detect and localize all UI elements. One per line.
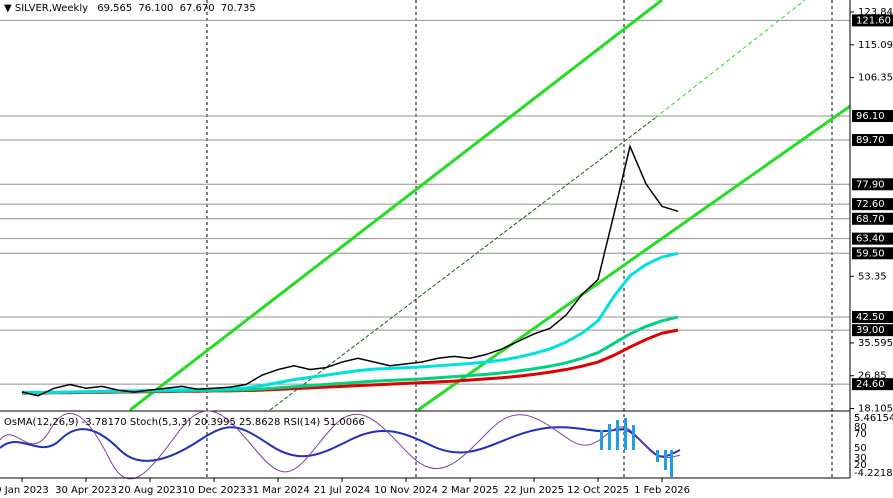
level-label: 68.70	[856, 214, 885, 225]
channel-line	[129, 0, 663, 412]
open: 69.565	[97, 3, 132, 14]
close: 70.735	[221, 3, 256, 14]
x-tick-label: 1 Feb 2026	[634, 485, 690, 496]
x-tick-label: 20 Aug 2023	[118, 485, 182, 496]
x-tick-label: 10 Nov 2024	[374, 485, 438, 496]
moving-average	[22, 251, 679, 395]
channel-line	[417, 74, 893, 412]
level-label: 39.00	[856, 325, 885, 336]
level-label: 96.10	[856, 111, 885, 122]
level-box	[852, 212, 893, 225]
level-box	[852, 247, 893, 260]
level-label: 121.60	[856, 15, 891, 26]
oscillator	[0, 410, 681, 480]
channel-mid-ext	[654, 0, 806, 119]
x-tick-label: 9 Jan 2023	[0, 485, 49, 496]
indicator-label: 80	[854, 422, 867, 433]
x-tick-label: 2 Mar 2025	[441, 485, 498, 496]
low: 67.670	[180, 3, 215, 14]
level-label: 72.60	[856, 199, 885, 210]
indicator-label: 50	[854, 443, 867, 454]
indicator-label: 20	[854, 460, 867, 471]
osma-bar	[664, 450, 667, 470]
level-box	[852, 14, 893, 27]
y-tick-label: 26.85	[858, 371, 887, 382]
y-tick-label: 18.105	[858, 404, 893, 415]
high: 76.100	[138, 3, 173, 14]
indicator-label: -4.22186	[854, 468, 893, 479]
y-tick-label: 123.84	[858, 7, 893, 18]
level-label: 42.50	[856, 312, 885, 323]
osma-bar	[632, 425, 635, 450]
y-tick-label: 115.095	[858, 40, 893, 51]
x-tick-label: 10 Dec 2023	[182, 485, 246, 496]
x-tick-label: 21 Jul 2024	[314, 485, 371, 496]
price-line	[21, 144, 679, 397]
axis: 123.84 115.095 106.35 53.35 35.595 26.85 18.10…	[0, 7, 893, 496]
level-box	[852, 378, 893, 391]
plot	[21, 144, 679, 397]
level-label: 63.40	[856, 234, 885, 245]
x-tick-label: 12 Oct 2025	[567, 485, 629, 496]
level-box	[852, 324, 893, 337]
trend-channel	[129, 0, 893, 412]
level-label: 77.90	[856, 179, 885, 190]
osma-bar	[624, 418, 627, 450]
level-box	[852, 178, 893, 191]
indicator-label: 30	[854, 453, 867, 464]
y-tick-label: 106.35	[858, 73, 893, 84]
level-label: 89.70	[856, 135, 885, 146]
period-separators	[206, 0, 833, 478]
level-label: 59.50	[856, 248, 885, 259]
osma-bar	[616, 420, 619, 450]
rsi-line	[0, 426, 681, 462]
indicator-title: OsMA(12,26,9) -3.78170 Stoch(5,3,3) 20.3…	[4, 417, 365, 428]
stoch-line	[0, 410, 681, 480]
header: ▼ SILVER,Weekly 69.565 76.100 67.670 70.…	[4, 3, 256, 14]
level-box	[852, 110, 893, 123]
level-box	[852, 232, 893, 245]
x-tick-label: 30 Apr 2023	[55, 485, 117, 496]
osma-bars	[600, 418, 673, 477]
osma-bar	[608, 424, 611, 450]
osma-bar	[600, 430, 603, 450]
x-tick-label: 31 Mar 2024	[246, 485, 309, 496]
y-tick-label: 35.595	[858, 338, 893, 349]
x-tick-label: 22 Jun 2025	[504, 485, 564, 496]
osma-bar	[670, 450, 673, 477]
level-label: 24.60	[856, 379, 885, 390]
channel-mid	[269, 117, 656, 411]
symbol: SILVER,Weekly	[15, 3, 88, 14]
menu-arrow: ▼	[4, 3, 15, 14]
osma-bar	[656, 450, 659, 462]
indicator-label: 70	[854, 429, 867, 440]
level-box	[852, 134, 893, 147]
level-box	[852, 311, 893, 324]
indicator-label: 5.46154	[854, 413, 893, 424]
y-tick-label: 53.35	[858, 271, 887, 282]
levels	[0, 19, 850, 385]
level-box	[852, 198, 893, 211]
